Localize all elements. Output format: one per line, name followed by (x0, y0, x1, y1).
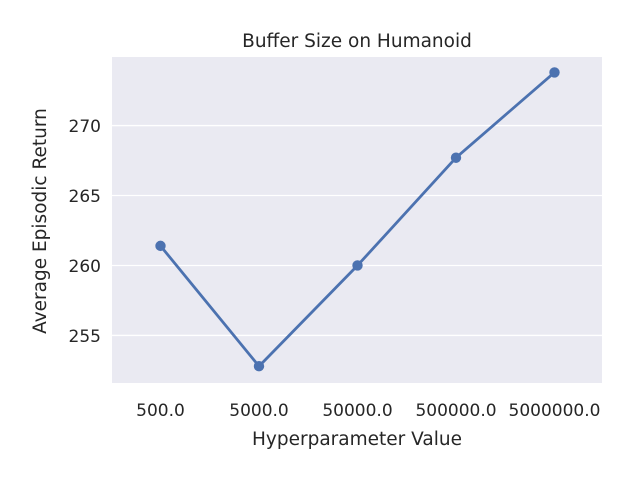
x-tick-label: 500000.0 (415, 401, 496, 421)
plot-area (112, 57, 602, 383)
chart-title: Buffer Size on Humanoid (242, 31, 472, 52)
x-axis-label: Hyperparameter Value (252, 429, 462, 450)
y-tick-label: 270 (69, 117, 101, 137)
y-tick-label: 265 (69, 187, 101, 207)
y-tick-labels: 255 260 265 270 (69, 117, 101, 347)
x-tick-label: 500.0 (136, 401, 185, 421)
series-layer (155, 67, 560, 372)
data-point (253, 361, 265, 372)
y-axis-label: Average Episodic Return (30, 108, 51, 334)
data-point (352, 260, 363, 271)
x-tick-labels: 500.0 5000.0 50000.0 500000.0 5000000.0 (136, 401, 600, 421)
data-point (549, 67, 560, 78)
data-point (155, 240, 166, 252)
y-tick-label: 260 (69, 257, 101, 277)
x-tick-label: 50000.0 (322, 401, 392, 421)
x-tick-label: 5000000.0 (509, 401, 601, 421)
y-tick-label: 255 (69, 327, 101, 347)
data-point (450, 152, 462, 163)
x-tick-label: 5000.0 (229, 401, 288, 421)
